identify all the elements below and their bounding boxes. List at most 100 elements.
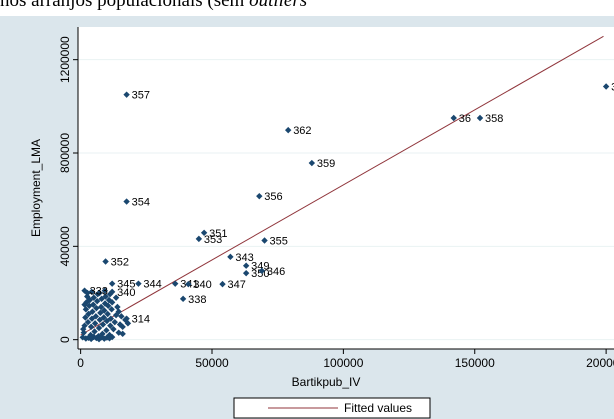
caption-text: nos arranjos populacionais (sem [0,0,250,11]
data-point [107,322,114,329]
data-point [103,327,110,334]
data-point [115,329,122,336]
data-point [102,258,109,265]
x-axis-label: Bartikpub_IV [292,375,361,389]
data-point [261,237,268,244]
data-point [87,335,95,343]
point-label: 353 [204,234,222,246]
point-label: 314 [132,314,150,326]
data-point [91,320,99,327]
y-tick-label: 800000 [58,133,72,173]
data-point [93,297,101,305]
data-point [195,235,203,243]
data-point [91,328,98,335]
data-point [123,198,130,205]
data-point [256,192,263,200]
data-point [81,287,88,294]
point-label: 356 [264,191,282,203]
data-point [227,253,234,261]
data-point [81,301,88,308]
point-label: 333 [90,286,108,298]
data-point [119,323,126,331]
point-label: 340 [193,279,211,291]
data-point [135,280,142,287]
point-label: 354 [132,197,150,209]
point-label: 346 [267,266,285,278]
data-point [88,288,95,296]
data-point [112,294,120,301]
point-label: 358 [485,113,503,125]
data-point [111,318,118,326]
point-label: 344 [143,279,161,291]
data-point [101,300,109,307]
caption-emphasis: outliers [249,0,308,11]
fitted-values-line [80,35,604,336]
plot-area [78,27,614,349]
data-point [108,280,116,287]
data-point [242,269,250,277]
data-point [90,301,97,308]
data-point [185,280,192,288]
data-point [242,262,250,269]
data-point [115,308,122,315]
data-point [108,299,116,306]
point-label: 352 [111,257,129,269]
data-point [82,314,89,321]
data-point [98,295,105,303]
point-label: 345 [117,279,135,291]
data-point [101,287,108,294]
data-point [108,288,116,296]
data-point [100,314,107,321]
data-point [124,320,132,327]
point-label: 36 [611,82,614,94]
data-point [118,313,125,320]
point-label: 351 [209,228,227,240]
data-point [476,114,484,122]
data-point [80,325,87,333]
x-tick-label: 150000 [455,356,495,370]
point-label: 340 [117,287,135,299]
data-point [284,126,292,134]
point-label: 343 [235,252,253,264]
point-label: 36 [459,113,471,125]
data-point [450,114,457,122]
data-point [119,330,126,338]
x-tick-label: 0 [77,356,84,370]
x-tick-label: 200000 [586,356,614,370]
data-point [104,310,111,318]
data-point [99,321,107,328]
data-point [105,302,112,310]
data-point [108,306,115,313]
data-point [602,83,610,90]
data-point [93,304,100,312]
x-tick-label: 50000 [195,356,229,370]
data-point [96,289,103,297]
y-tick-label: 0 [58,336,72,343]
point-label: 362 [293,125,311,137]
data-point [84,318,92,326]
y-tick-label: 1200000 [58,36,72,83]
data-point [90,294,97,301]
legend-label: Fitted values [344,401,412,415]
data-point [114,303,121,311]
data-point [83,293,91,300]
data-point [87,323,95,331]
data-point [123,315,130,322]
data-point [107,315,115,322]
data-point [102,293,109,300]
y-axis-label: Employment_LMA [29,139,43,237]
data-point [172,280,179,287]
point-label: 359 [317,158,335,170]
data-point [219,280,226,288]
data-point [101,307,108,314]
data-point [92,313,100,320]
data-point [308,159,316,167]
y-tick-label: 400000 [58,226,72,266]
point-label: 338 [188,294,206,306]
point-label: 347 [228,279,246,291]
data-point [179,295,187,303]
point-label: 357 [132,90,150,102]
x-tick-label: 100000 [323,356,363,370]
data-point [82,306,90,313]
